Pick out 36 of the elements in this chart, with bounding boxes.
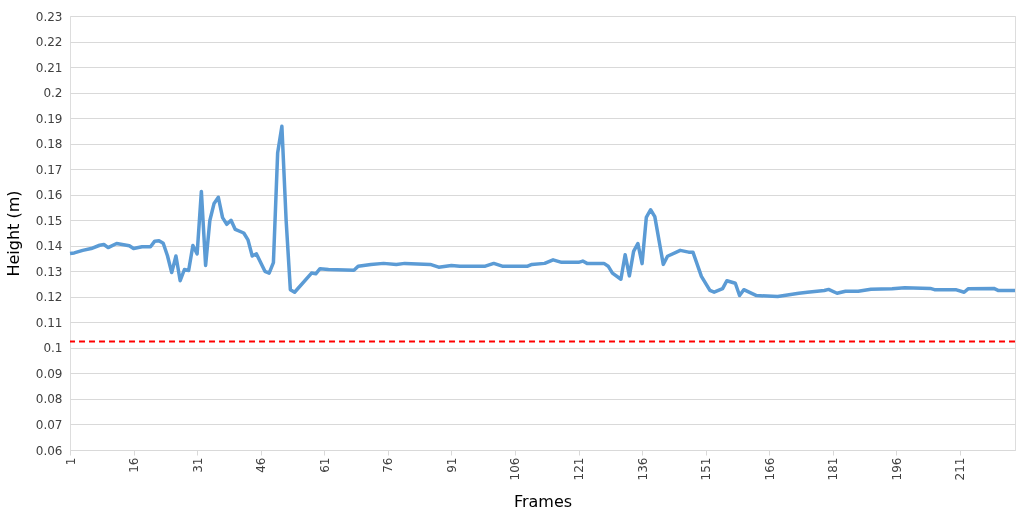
line-series — [68, 124, 1017, 299]
y-tick-label: 0.18 — [35, 137, 63, 152]
x-axis-title: Frames — [513, 492, 573, 512]
x-tick-label: 196 — [889, 457, 904, 481]
x-tick-label: 1 — [63, 457, 78, 466]
y-tick-label: 0.23 — [35, 9, 63, 24]
x-tick-label: 166 — [762, 457, 777, 481]
y-tick-label: 0.14 — [35, 239, 63, 254]
y-tick-label: 0.07 — [35, 417, 63, 432]
y-tick-label: 0.16 — [35, 188, 63, 203]
y-tick-label: 0.15 — [35, 213, 63, 228]
y-tick-label: 0.09 — [35, 366, 63, 381]
x-tick-label: 46 — [254, 457, 269, 473]
y-tick-label: 0.2 — [43, 86, 63, 101]
y-tick-label: 0.11 — [35, 315, 63, 330]
x-tick-label: 106 — [508, 457, 523, 481]
y-axis-title: Height (m) — [3, 190, 23, 277]
y-tick-label: 0.17 — [35, 162, 63, 177]
x-tick-label: 91 — [444, 457, 459, 473]
x-tick-label: 16 — [127, 457, 142, 473]
y-tick-label: 0.19 — [35, 111, 63, 126]
y-tick-label: 0.08 — [35, 392, 63, 407]
y-tick-label: 0.13 — [35, 264, 63, 279]
y-tick-label: 0.1 — [43, 341, 63, 356]
x-tick-label: 76 — [381, 457, 396, 473]
x-tick-label: 211 — [953, 457, 968, 481]
y-tick-label: 0.06 — [35, 443, 63, 458]
x-tick-label: 151 — [699, 457, 714, 481]
y-tick-label: 0.21 — [35, 60, 63, 75]
x-tick-label: 121 — [572, 457, 587, 481]
y-tick-label: 0.22 — [35, 35, 63, 50]
x-tick-label: 181 — [826, 457, 841, 481]
y-tick-label: 0.12 — [35, 290, 63, 305]
x-tick-label: 136 — [635, 457, 650, 481]
x-tick-label: 31 — [190, 457, 205, 473]
x-tick-label: 61 — [317, 457, 332, 473]
